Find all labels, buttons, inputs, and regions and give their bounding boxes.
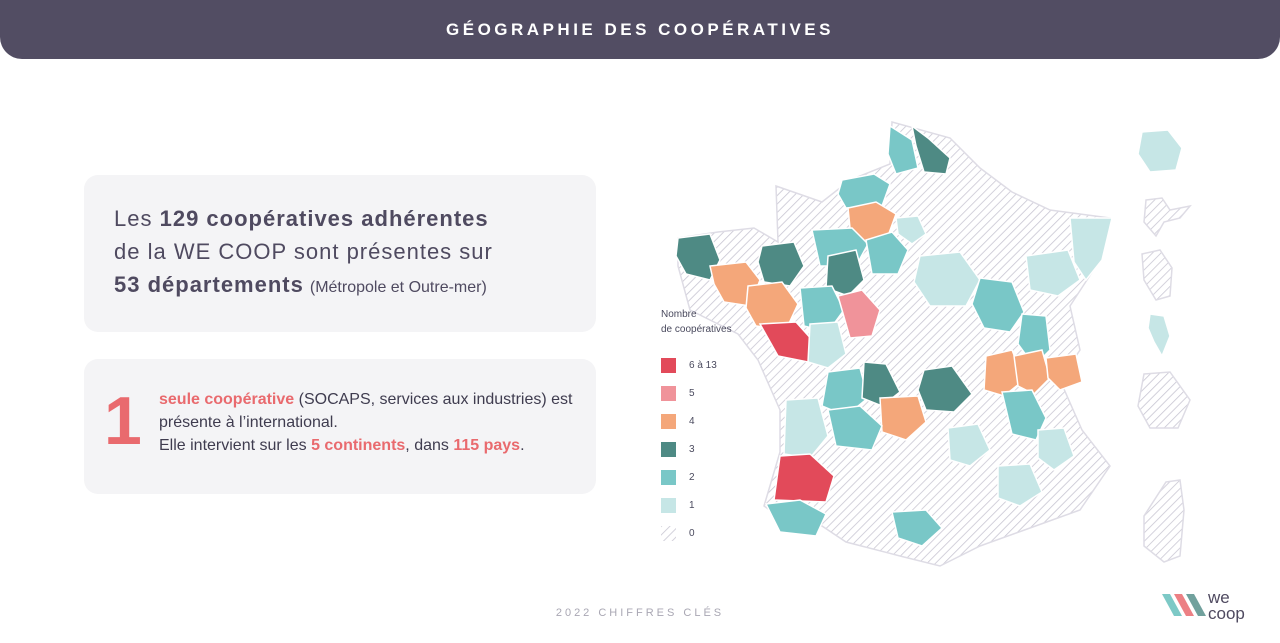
corsica bbox=[1143, 479, 1185, 563]
header-bar: GÉOGRAPHIE DES COOPÉRATIVES bbox=[0, 0, 1280, 59]
summary-prefix: Les bbox=[114, 206, 153, 231]
legend-item: 5 bbox=[661, 379, 717, 407]
logo-wordmark: we coop bbox=[1208, 588, 1245, 623]
overseas-guadeloupe bbox=[1143, 197, 1192, 238]
dept-vienne bbox=[807, 321, 847, 369]
legend-label: 6 à 13 bbox=[689, 359, 717, 371]
legend-label: 3 bbox=[689, 443, 695, 455]
intl-text3: , dans bbox=[405, 437, 454, 454]
dept-gironde bbox=[783, 397, 829, 459]
dept-yvelines bbox=[865, 231, 909, 275]
summary-card: Les 129 coopératives adhérentes de la WE… bbox=[84, 175, 596, 332]
overseas-reunion bbox=[1137, 129, 1183, 173]
summary-text: Les 129 coopératives adhérentes de la WE… bbox=[114, 202, 493, 304]
summary-line2: de la WE COOP sont présentes sur bbox=[114, 239, 493, 264]
summary-note: (Métropole et Outre-mer) bbox=[309, 279, 487, 296]
dept-pyrenees-atl bbox=[764, 499, 827, 537]
dept-vosges bbox=[1025, 249, 1081, 297]
international-text: seule coopérative (SOCAPS, services aux … bbox=[159, 388, 579, 457]
dept-vaucluse bbox=[997, 463, 1043, 507]
dept-somme bbox=[837, 173, 891, 209]
legend-swatch-4 bbox=[661, 413, 676, 429]
overseas-martinique bbox=[1141, 249, 1173, 301]
dept-sarthe bbox=[799, 285, 845, 333]
france-map bbox=[675, 121, 1192, 567]
dept-aude bbox=[891, 509, 944, 547]
intl-text1: (SOCAPS, services aux industries) est pr… bbox=[159, 391, 573, 431]
dept-cote-or bbox=[971, 277, 1025, 333]
dept-alsace bbox=[1069, 217, 1113, 282]
intl-text2: Elle intervient sur les bbox=[159, 437, 312, 454]
footer-text: 2022 CHIFFRES CLÉS bbox=[555, 607, 725, 619]
legend-label: 0 bbox=[689, 527, 695, 539]
big-number: 1 bbox=[104, 383, 142, 459]
summary-cooperatives-count: 129 coopératives adhérentes bbox=[159, 206, 489, 231]
legend-swatch-1 bbox=[661, 497, 676, 513]
legend-label: 5 bbox=[689, 387, 695, 399]
dept-paris-small bbox=[895, 215, 927, 245]
wecoop-logo-icon bbox=[1162, 594, 1206, 616]
legend-item: 6 à 13 bbox=[661, 351, 717, 379]
map-legend: 6 à 13 5 4 3 2 1 0 bbox=[661, 351, 717, 547]
page-title: GÉOGRAPHIE DES COOPÉRATIVES bbox=[446, 19, 834, 39]
overseas-mayotte bbox=[1147, 313, 1171, 358]
legend-title-line2: de coopératives bbox=[661, 324, 732, 335]
legend-title: Nombre de coopératives bbox=[661, 307, 732, 337]
dept-savoie bbox=[1045, 353, 1083, 391]
dept-eure-loir bbox=[825, 249, 865, 297]
legend-item: 0 bbox=[661, 519, 717, 547]
dept-finistere bbox=[675, 233, 721, 281]
dept-alpes-light bbox=[1037, 427, 1075, 471]
dept-landes bbox=[773, 453, 835, 503]
legend-swatch-5 bbox=[661, 385, 676, 401]
international-card: 1 seule coopérative (SOCAPS, services au… bbox=[84, 359, 596, 494]
legend-swatch-2 bbox=[661, 469, 676, 485]
legend-label: 2 bbox=[689, 471, 695, 483]
legend-swatch-0 bbox=[661, 525, 676, 541]
highlight-countries: 115 pays bbox=[453, 437, 521, 454]
legend-swatch-6-13 bbox=[661, 357, 676, 373]
dept-nord-dark bbox=[910, 124, 951, 175]
dept-isere bbox=[1001, 389, 1047, 441]
legend-item: 4 bbox=[661, 407, 717, 435]
legend-swatch-3 bbox=[661, 441, 676, 457]
dept-gard bbox=[947, 423, 991, 467]
legend-item: 2 bbox=[661, 463, 717, 491]
dept-east-light bbox=[913, 251, 981, 307]
dept-loiret bbox=[837, 289, 881, 339]
overseas-guyane bbox=[1137, 371, 1191, 429]
legend-label: 1 bbox=[689, 499, 695, 511]
legend-label: 4 bbox=[689, 415, 695, 427]
legend-item: 1 bbox=[661, 491, 717, 519]
legend-item: 3 bbox=[661, 435, 717, 463]
highlight-continents: 5 continents bbox=[311, 437, 406, 454]
dept-nord-cyan bbox=[887, 124, 919, 175]
dept-ain bbox=[1013, 349, 1051, 395]
highlight-cooperative: seule coopérative bbox=[159, 391, 295, 408]
dept-dordogne bbox=[827, 405, 883, 451]
intl-text4: . bbox=[520, 437, 525, 454]
summary-departments-count: 53 départements bbox=[114, 272, 304, 297]
dept-allier bbox=[917, 365, 973, 413]
logo-line1: we bbox=[1208, 588, 1230, 607]
legend-title-line1: Nombre bbox=[661, 309, 697, 320]
dept-ille-vilaine bbox=[757, 241, 805, 287]
logo-line2: coop bbox=[1208, 604, 1245, 623]
